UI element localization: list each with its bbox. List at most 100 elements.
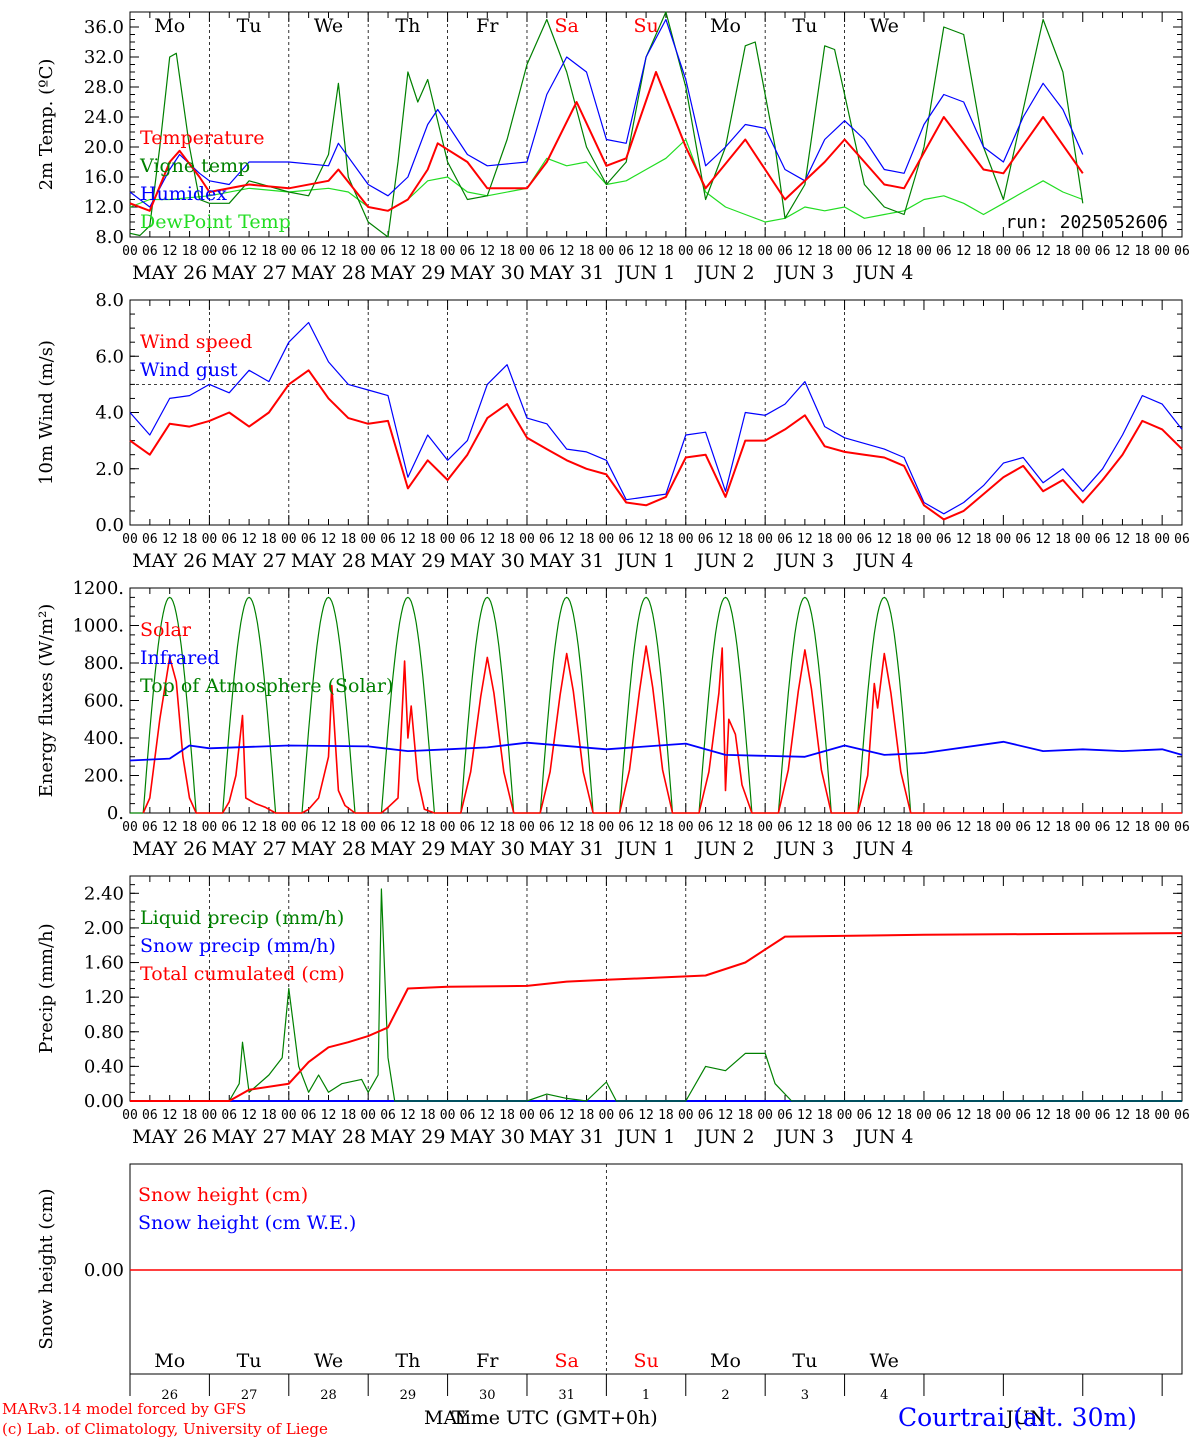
weekday-label: Tu (237, 1350, 262, 1372)
hour-tick-label: 18 (579, 532, 595, 547)
hour-tick-label: 12 (876, 1108, 892, 1123)
day-number: 1 (642, 1388, 650, 1403)
hour-tick-label: 18 (341, 1108, 357, 1123)
hour-tick-label: 12 (479, 532, 495, 547)
hour-tick-label: 00 (360, 532, 376, 547)
hour-tick-label: 00 (916, 1108, 932, 1123)
hour-tick-label: 12 (797, 1108, 813, 1123)
weekday-label: Tu (792, 15, 817, 37)
hour-tick-label: 06 (1174, 244, 1190, 259)
hour-tick-label: 06 (142, 1108, 158, 1123)
y-tick-label: 16.0 (84, 167, 124, 188)
hour-tick-label: 18 (182, 244, 198, 259)
hour-tick-label: 06 (301, 244, 317, 259)
hour-tick-label: 18 (737, 532, 753, 547)
hour-tick-label: 12 (400, 1108, 416, 1123)
hour-tick-label: 18 (1134, 532, 1150, 547)
weekday-label: Mo (154, 1350, 185, 1372)
hour-tick-label: 18 (1055, 1108, 1071, 1123)
hour-tick-label: 06 (142, 820, 158, 835)
hour-tick-label: 12 (1035, 820, 1051, 835)
run-annotation: run: 2025052606 (1005, 212, 1168, 233)
hour-tick-label: 00 (1075, 244, 1091, 259)
hour-tick-label: 06 (698, 820, 714, 835)
day-label: JUN 1 (615, 262, 675, 284)
meteogram-content: 00 06 12 18 00 06 12 18 00 06 12 18 00 06 12 18 00 06 12 18… (36, 11, 1190, 1403)
hour-tick-label: 18 (658, 1108, 674, 1123)
series-solar (142, 645, 1182, 814)
wind-panel: 00 06 12 18 00 06 12 18 00 06 12 18 00 06 12 18 00 06 12 18… (36, 290, 1190, 572)
weekday-label: Th (395, 1350, 420, 1372)
series-vigne-temp (129, 11, 1084, 238)
hour-tick-label: 18 (261, 1108, 277, 1123)
hour-tick-label: 00 (1154, 244, 1170, 259)
hour-tick-label: 00 (519, 532, 535, 547)
plot-frame (129, 587, 1183, 814)
hour-tick-label: 06 (618, 532, 634, 547)
y-axis-title: 10m Wind (m/s) (36, 340, 57, 485)
day-label: JUN 1 (615, 550, 675, 572)
hour-tick-label: 00 (360, 1108, 376, 1123)
hour-tick-label: 18 (1134, 244, 1150, 259)
hour-tick-label: 12 (321, 532, 337, 547)
hour-tick-label: 18 (976, 1108, 992, 1123)
hour-tick-label: 18 (817, 820, 833, 835)
day-label: JUN 2 (694, 262, 754, 284)
y-tick-label: 200. (84, 766, 124, 787)
hour-tick-label: 00 (519, 244, 535, 259)
day-label: MAY 29 (370, 262, 445, 284)
weekday-label: Fr (476, 1350, 499, 1372)
day-label: MAY 26 (132, 838, 207, 860)
series-wind-gust (129, 321, 1183, 515)
precip-panel: 00 06 12 18 00 06 12 18 00 06 12 18 00 06 12 18 00 06 12 18… (36, 875, 1190, 1148)
hour-tick-label: 06 (380, 532, 396, 547)
y-tick-label: 12.0 (84, 197, 124, 218)
hour-tick-label: 12 (718, 244, 734, 259)
hour-tick-label: 18 (817, 532, 833, 547)
hour-tick-label: 12 (559, 1108, 575, 1123)
hour-tick-label: 06 (777, 1108, 793, 1123)
hour-tick-label: 06 (539, 1108, 555, 1123)
hour-tick-label: 18 (737, 244, 753, 259)
hour-tick-label: 18 (261, 244, 277, 259)
hour-tick-label: 06 (1095, 1108, 1111, 1123)
hour-tick-label: 06 (1095, 532, 1111, 547)
day-label: JUN 2 (694, 838, 754, 860)
legend-entry: Infrared (140, 647, 220, 669)
y-tick-label: 2.40 (84, 883, 124, 904)
day-label: MAY 31 (529, 550, 604, 572)
y-tick-label: 0.40 (84, 1056, 124, 1077)
hour-tick-label: 00 (996, 1108, 1012, 1123)
hour-tick-label: 12 (321, 1108, 337, 1123)
hour-tick-label: 12 (956, 244, 972, 259)
hour-tick-label: 18 (579, 244, 595, 259)
hour-tick-label: 12 (559, 244, 575, 259)
y-tick-label: 0. (107, 803, 124, 824)
energy-panel: 00 06 12 18 00 06 12 18 00 06 12 18 00 06 12 18 00 06 12 18… (36, 578, 1190, 860)
hour-tick-label: 00 (122, 820, 138, 835)
hour-tick-label: 12 (797, 820, 813, 835)
day-label: JUN 4 (853, 262, 913, 284)
y-tick-label: 32.0 (84, 47, 124, 68)
hour-tick-label: 12 (1035, 532, 1051, 547)
hour-tick-label: 18 (896, 820, 912, 835)
hour-tick-label: 06 (460, 532, 476, 547)
plot-frame (129, 299, 1183, 526)
hour-tick-label: 12 (876, 532, 892, 547)
hour-tick-label: 12 (956, 532, 972, 547)
hour-tick-label: 06 (142, 244, 158, 259)
legend-entry: Snow precip (mm/h) (140, 935, 336, 957)
temperature-panel: 00 06 12 18 00 06 12 18 00 06 12 18 00 06 12 18 00 06 12 18… (36, 11, 1190, 284)
legend-entry: Temperature (140, 127, 264, 149)
y-tick-label: 400. (84, 728, 124, 749)
legend-entry: Top of Atmosphere (Solar) (140, 675, 393, 697)
hour-tick-label: 06 (301, 820, 317, 835)
day-number: 4 (880, 1388, 888, 1403)
hour-tick-label: 18 (261, 820, 277, 835)
hour-tick-label: 12 (241, 532, 257, 547)
day-label: MAY 27 (212, 838, 287, 860)
hour-tick-label: 06 (539, 820, 555, 835)
hour-tick-label: 06 (221, 532, 237, 547)
y-tick-label: 1000. (72, 616, 124, 637)
